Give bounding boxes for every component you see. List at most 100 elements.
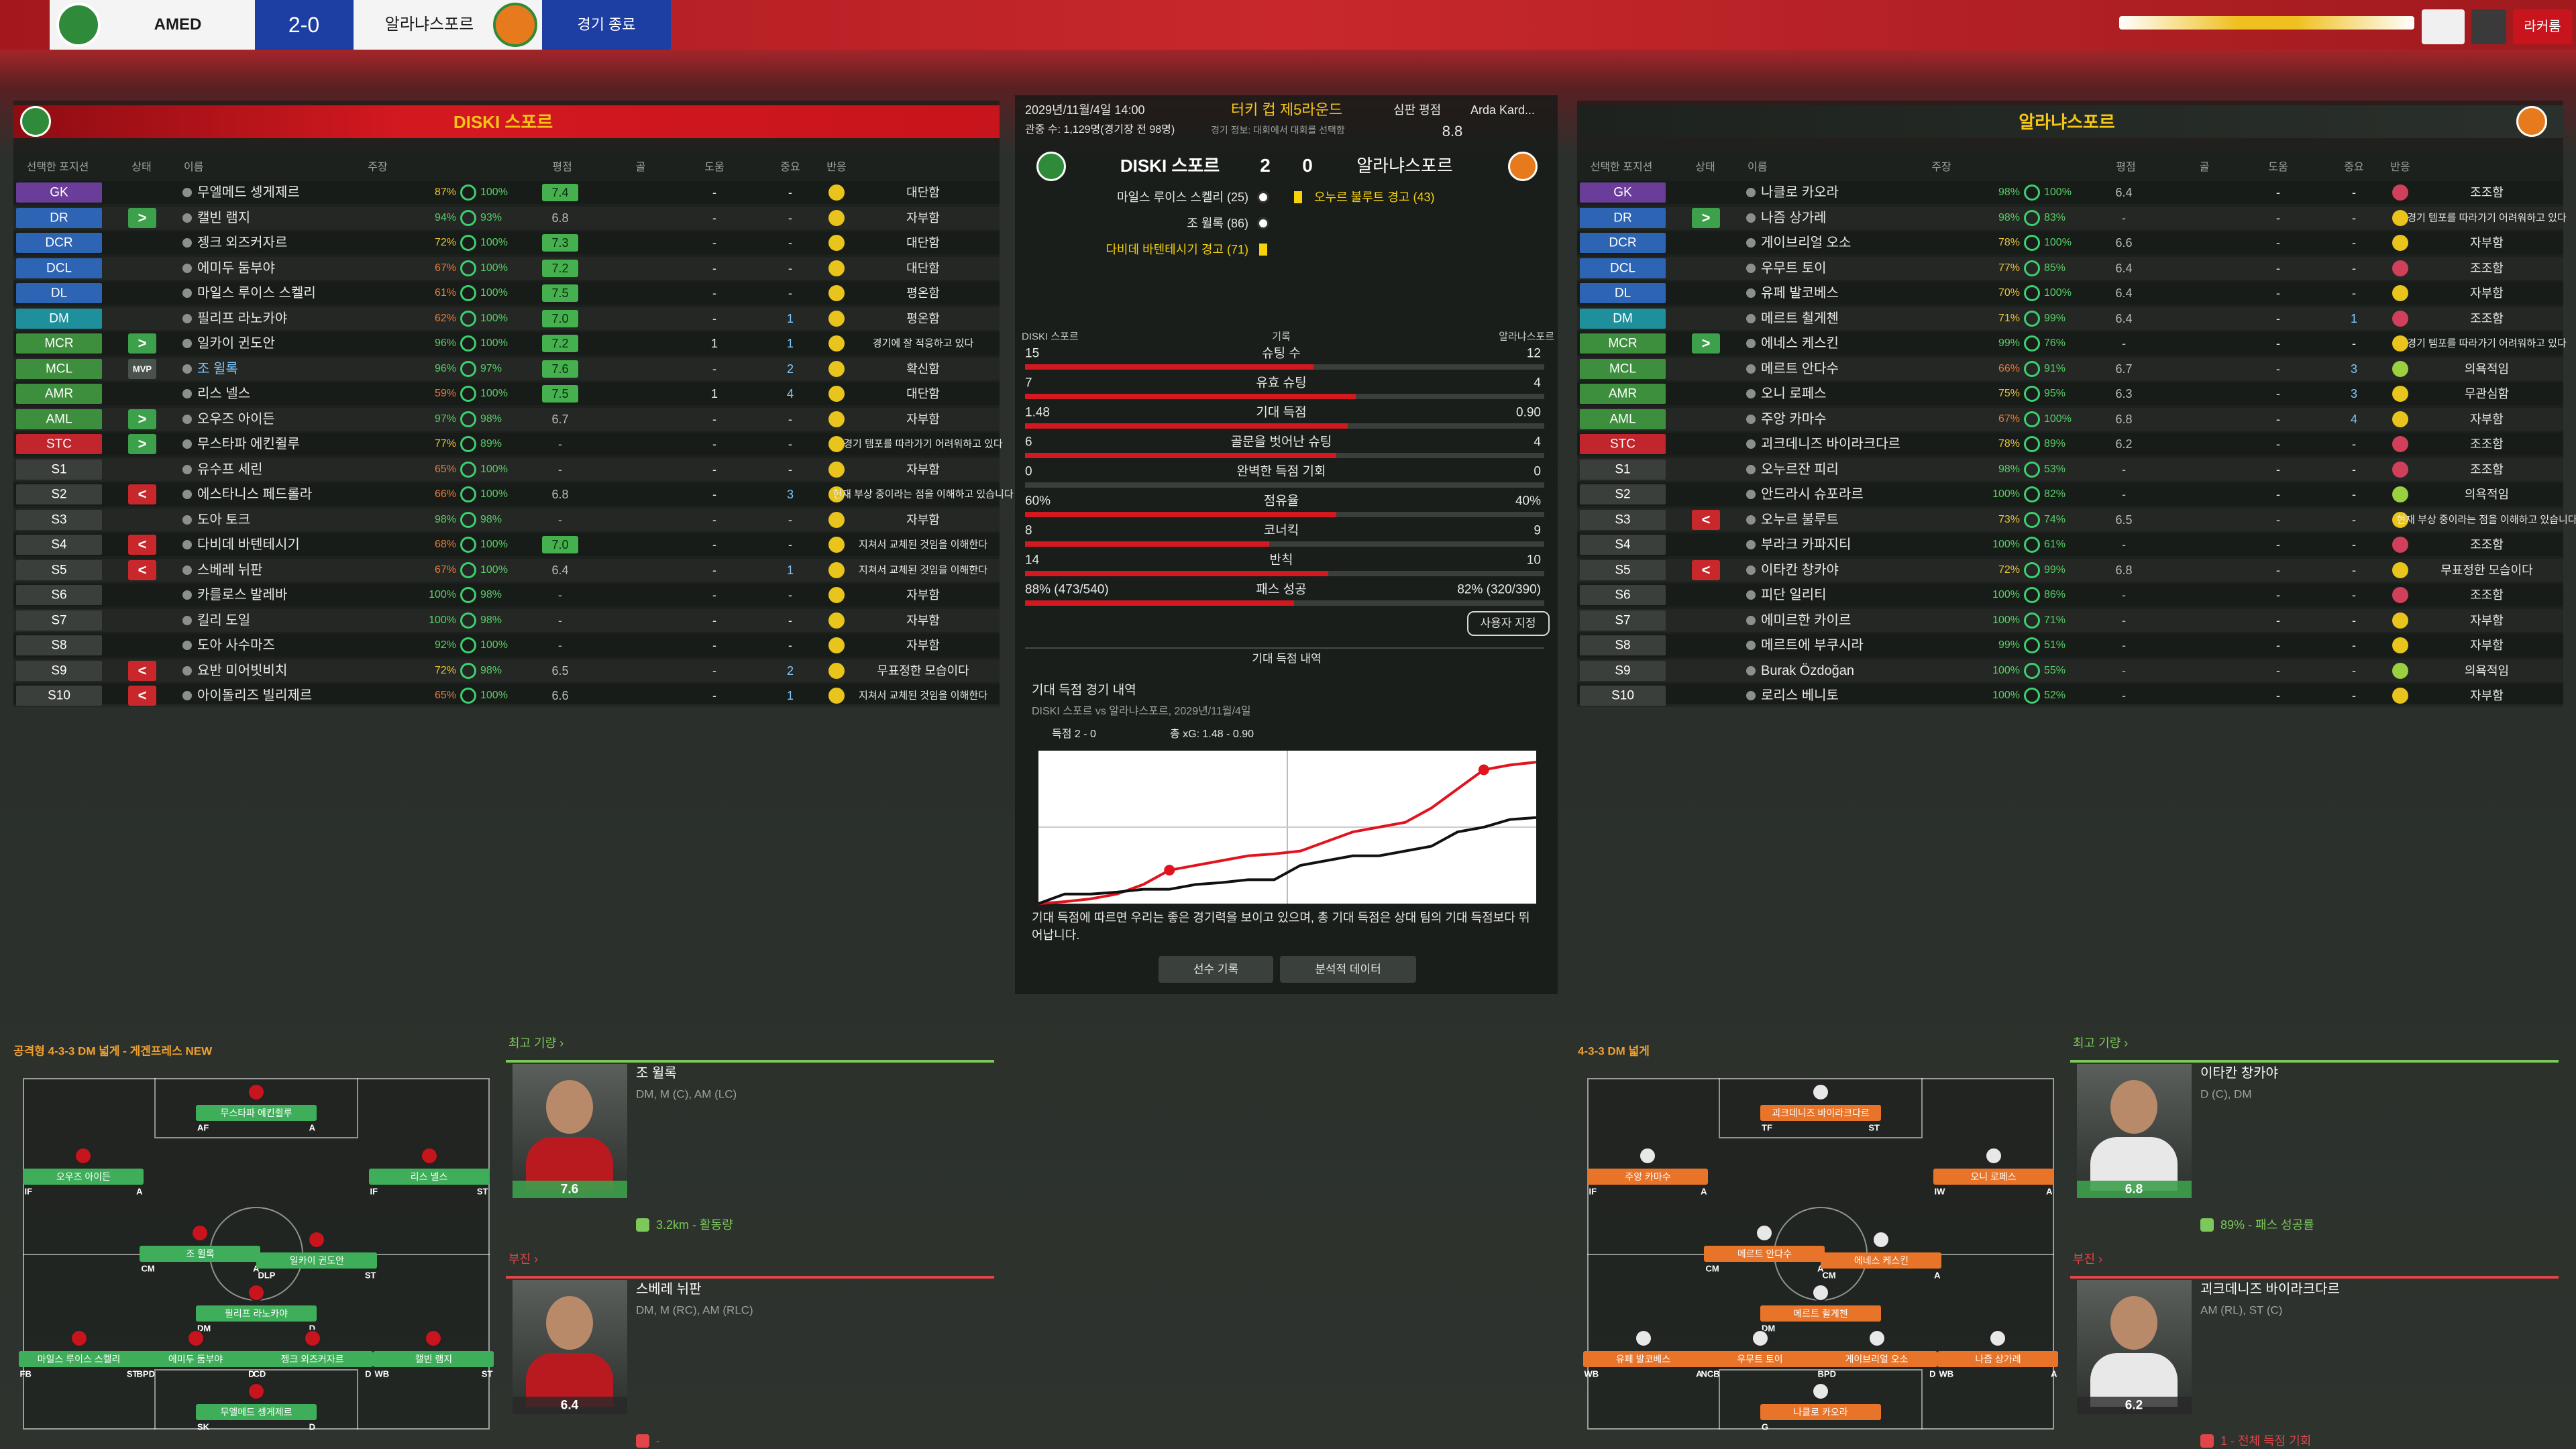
morale: 자부함 [906,613,940,627]
position-chip [16,535,102,555]
stat: 4 [786,387,794,400]
position-chip [1580,283,1666,303]
morale: 자부함 [906,588,940,602]
pitch-player: 필리프 라노카야 [224,1308,288,1320]
row [1577,458,2563,481]
position-chip [1580,182,1666,203]
player-marker [248,1083,265,1102]
person-icon [182,188,192,197]
player-stat: 3.2km - 활동량 [656,1218,733,1232]
stat: 3 [2350,362,2358,376]
penalty-box [1719,1078,1923,1138]
sharpness: 89% [480,438,502,449]
position-chip [16,409,102,429]
locker-room-label[interactable]: 라커룸 [2524,19,2561,34]
position: AML [1609,412,1636,426]
duty: A [1817,1263,1824,1274]
tab-button[interactable] [1159,956,1273,983]
home-stat-bar [1025,571,1328,576]
player-name: 유페 발코베스 [1761,286,1839,301]
custom-button-label[interactable]: 사용자 지정 [1480,616,1536,630]
rating-strip [513,1397,627,1414]
stat: - [2352,513,2356,527]
icon-button[interactable] [2422,9,2465,44]
morale: 확신함 [906,362,940,376]
morale: 대단함 [906,236,940,250]
player-name: 다비데 바텐테시기 [197,537,300,552]
stat: - [712,211,716,225]
player-name: 이타칸 창카야 [1761,562,1839,578]
condition: 65% [434,690,456,701]
condition: 77% [434,438,456,449]
player-name: 나즘 상가레 [1761,210,1827,225]
position: S2 [1615,487,1631,502]
name-chip [1699,1351,1821,1368]
away-stat: 0 [1534,464,1541,479]
stat: - [712,588,716,602]
person-icon [182,288,192,298]
team-badge [2516,106,2547,137]
morale-icon [2392,260,2408,276]
status-chip [1692,207,1720,228]
rating: 7.5 [551,387,569,400]
xg-total: 총 xG: 1.48 - 0.90 [1170,729,1254,740]
condition: 99% [1998,639,2020,651]
player-name: 오누르 불루트 [1761,512,1839,527]
sharpness: 100% [480,287,508,299]
locker-room-button[interactable] [2513,9,2572,44]
away-stat-bar [1025,482,1544,488]
condition: 67% [434,564,456,576]
away-stat-bar [1293,600,1544,606]
team-panel [13,101,1000,704]
morale: 대단함 [906,186,940,199]
condition: 99% [1998,337,2020,349]
person-icon [1746,565,1756,575]
stat: - [2276,437,2280,451]
player-name: 리스 넬스 [197,386,251,401]
away-score: 0 [1302,155,1313,176]
condition: 66% [1998,362,2020,374]
pitch-player: 에미두 둠부야 [168,1354,223,1365]
custom-button[interactable] [1467,611,1550,636]
xg-goals: 득점 2 - 0 [1052,729,1096,740]
duty: A [2046,1186,2053,1197]
pitch-player: 캘빈 램지 [415,1354,453,1365]
name-chip [196,1305,317,1322]
rating-chip [542,360,578,378]
home-stat: 6 [1025,435,1032,449]
person-icon [182,313,192,323]
tab-button-label[interactable]: 선수 기록 [1193,963,1239,976]
morale-icon [2392,386,2408,402]
morale-icon [828,411,845,427]
status: < [138,536,147,553]
home-stat-bar [1025,394,1356,399]
pitch-player: 주앙 카마수 [1625,1171,1671,1182]
person-icon [182,414,192,424]
stat-label: 슈팅 수 [1262,346,1301,361]
morale: 의욕적임 [2464,488,2510,501]
person-icon [1746,490,1756,499]
tab-button[interactable] [1280,956,1416,983]
person-icon [1746,188,1756,197]
morale-icon [2392,184,2408,201]
home-score: 2 [1260,155,1271,176]
status: > [1701,335,1711,352]
tab-button-label[interactable]: 분석적 데이터 [1315,963,1381,976]
player-name: 도아 사수마즈 [197,638,275,653]
name-chip [1704,1246,1825,1262]
position-chip [1580,509,1666,530]
icon-button[interactable] [2471,9,2506,44]
pitch-player: 일카이 귄도안 [289,1255,345,1267]
position-chip [16,459,102,480]
rating-strip [2077,1397,2192,1414]
morale: 평온함 [906,311,940,325]
sharpness: 83% [2044,211,2066,223]
sharpness: 100% [480,186,508,198]
player-marker [1989,1330,2007,1348]
rating: 7.0 [551,538,569,551]
column-header: 골 [2199,162,2210,173]
player-name: Burak Özdoğan [1761,663,1854,678]
photo-head [2110,1296,2157,1350]
position-chip [16,434,102,454]
morale-icon [828,537,845,553]
